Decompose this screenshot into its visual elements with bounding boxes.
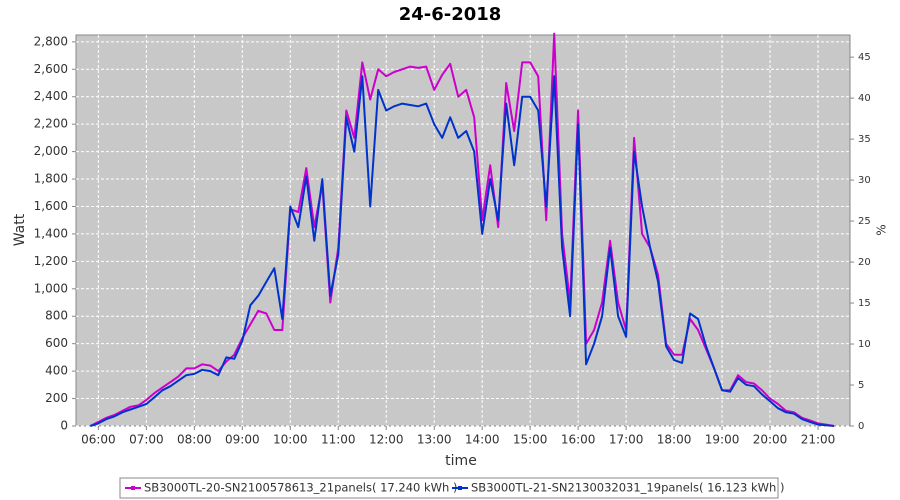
x-tick-label: 12:00 — [369, 433, 404, 447]
x-tick-label: 10:00 — [273, 433, 308, 447]
x-tick-label: 08:00 — [177, 433, 212, 447]
legend-label: SB3000TL-20-SN2100578613_21panels( 17.24… — [144, 481, 457, 495]
legend-label: SB3000TL-21-SN2130032031_19panels( 16.12… — [471, 481, 784, 495]
x-tick-label: 06:00 — [81, 433, 116, 447]
plot-area — [75, 34, 851, 427]
x-tick-label: 20:00 — [753, 433, 788, 447]
y-tick-label: 200 — [45, 391, 68, 405]
x-tick-label: 18:00 — [657, 433, 692, 447]
x-tick-label: 16:00 — [561, 433, 596, 447]
y-tick-label: 2,600 — [34, 62, 68, 76]
y2-tick-label: 20 — [858, 257, 871, 268]
y-tick-label: 1,600 — [34, 199, 68, 213]
x-tick-label: 14:00 — [465, 433, 500, 447]
x-axis-label: time — [445, 453, 477, 469]
legend-marker — [458, 486, 462, 490]
y-tick-label: 0 — [60, 419, 68, 433]
y2-tick-label: 25 — [858, 216, 871, 227]
y-tick-label: 2,200 — [34, 117, 68, 131]
y2-tick-label: 15 — [858, 298, 871, 309]
y-tick-label: 2,000 — [34, 144, 68, 158]
x-tick-label: 15:00 — [513, 433, 548, 447]
chart-title: 24-6-2018 — [399, 4, 502, 25]
x-tick-label: 07:00 — [129, 433, 164, 447]
y2-tick-label: 10 — [858, 339, 871, 350]
y-tick-label: 1,800 — [34, 172, 68, 186]
y-tick-label: 1,400 — [34, 226, 68, 240]
x-tick-label: 21:00 — [801, 433, 836, 447]
x-tick-label: 13:00 — [417, 433, 452, 447]
x-tick-label: 09:00 — [225, 433, 260, 447]
y2-tick-label: 40 — [858, 93, 871, 104]
y-tick-label: 1,000 — [34, 281, 68, 295]
y-axis-label: Watt — [12, 213, 28, 246]
y2-tick-label: 5 — [858, 380, 864, 391]
legend-marker — [131, 486, 135, 490]
y2-tick-label: 45 — [858, 52, 871, 63]
y-tick-label: 2,800 — [34, 34, 68, 48]
y-tick-label: 400 — [45, 364, 68, 378]
y2-tick-label: 30 — [858, 175, 871, 186]
legend — [119, 477, 779, 499]
x-tick-label: 17:00 — [609, 433, 644, 447]
y-tick-label: 1,200 — [34, 254, 68, 268]
y-tick-label: 800 — [45, 309, 68, 323]
series-line — [90, 75, 835, 427]
y2-tick-label: 0 — [858, 421, 864, 432]
y2-tick-label: 35 — [858, 134, 871, 145]
x-tick-label: 11:00 — [321, 433, 356, 447]
y-tick-label: 600 — [45, 336, 68, 350]
x-tick-label: 19:00 — [705, 433, 740, 447]
y-tick-label: 2,400 — [34, 89, 68, 103]
y2-axis-label: % — [875, 224, 889, 235]
